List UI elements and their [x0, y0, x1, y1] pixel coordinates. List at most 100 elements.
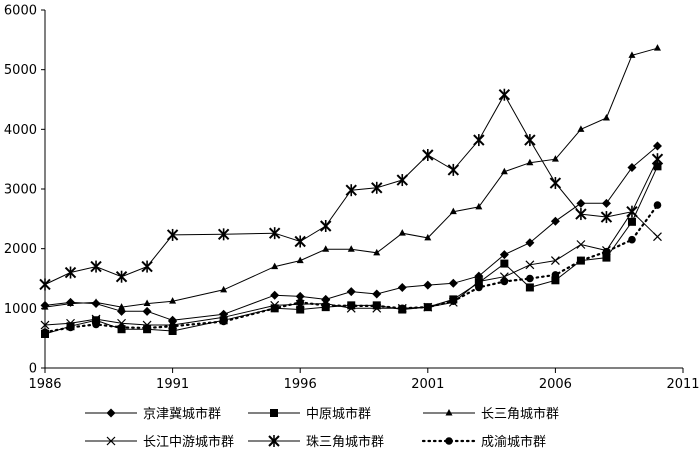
x-tick-label: 2006 — [539, 377, 572, 392]
data-point — [577, 256, 585, 265]
data-point — [550, 216, 560, 226]
diamond-marker-shape — [106, 408, 116, 418]
triangle-marker-shape — [602, 113, 610, 121]
data-point — [39, 278, 51, 291]
data-point — [295, 291, 305, 301]
triangle-marker-shape — [628, 51, 636, 58]
legend-marker — [445, 437, 453, 445]
data-point — [347, 245, 355, 252]
x-marker-stroke — [106, 436, 116, 446]
data-point — [372, 289, 382, 299]
data-point — [475, 283, 483, 292]
square-marker-shape — [500, 259, 509, 268]
data-point — [92, 320, 100, 329]
x-tick-label: 1986 — [28, 377, 61, 392]
legend-label: 京津冀城市群 — [143, 406, 221, 422]
legend-marker — [106, 436, 116, 446]
legend-label: 成渝城市群 — [481, 434, 546, 450]
data-point — [602, 247, 611, 256]
data-point — [448, 278, 458, 288]
data-point — [294, 235, 306, 248]
data-point — [371, 181, 383, 194]
data-point — [600, 211, 613, 224]
legend-marker — [445, 409, 453, 416]
data-point — [577, 125, 585, 132]
data-point — [217, 228, 230, 241]
data-point — [168, 322, 177, 331]
triangle-marker-shape — [551, 155, 559, 162]
circle-marker-shape — [398, 304, 407, 313]
data-point — [66, 323, 75, 332]
data-point — [372, 302, 381, 310]
triangle-marker-shape — [67, 299, 75, 307]
data-point — [92, 298, 100, 305]
square-marker-shape — [653, 162, 662, 171]
series-line — [44, 47, 658, 308]
data-point — [526, 274, 534, 283]
diamond-marker-shape — [652, 141, 662, 151]
data-point — [270, 290, 280, 300]
data-point — [397, 282, 407, 292]
data-point — [64, 266, 77, 279]
square-marker-shape — [270, 409, 278, 417]
circle-marker-shape — [296, 298, 305, 307]
circle-marker-shape — [372, 302, 381, 310]
data-point — [627, 163, 637, 173]
data-point — [525, 260, 535, 270]
legend-marker — [106, 408, 116, 418]
x-marker-stroke — [40, 320, 50, 330]
series-3 — [41, 44, 661, 310]
y-tick-label: 5000 — [4, 63, 37, 78]
x-tick-label: 2001 — [411, 377, 444, 392]
data-point — [473, 134, 485, 147]
circle-marker-shape — [143, 324, 151, 332]
triangle-marker-shape — [220, 285, 228, 293]
data-point — [424, 303, 432, 311]
diamond-marker-shape — [525, 238, 535, 248]
data-point — [268, 227, 281, 240]
square-marker-shape — [551, 276, 560, 285]
legend-item: 长三角城市群 — [423, 406, 559, 422]
triangle-marker-shape — [296, 256, 304, 264]
data-point — [346, 287, 356, 297]
x-marker-stroke — [474, 277, 484, 286]
data-point — [602, 253, 611, 262]
y-axis: 0 1000 2000 3000 4000 5000 6000 — [4, 4, 46, 377]
data-point — [168, 327, 177, 336]
data-point — [474, 271, 484, 281]
circle-marker-shape — [628, 235, 636, 244]
circle-marker-shape — [66, 323, 75, 332]
triangle-marker-shape — [118, 303, 126, 310]
square-marker-shape — [296, 305, 305, 314]
triangle-marker-shape — [373, 248, 381, 256]
diamond-marker-shape — [397, 282, 407, 292]
data-point — [345, 184, 357, 197]
circle-marker-shape — [500, 277, 509, 286]
data-point — [525, 283, 534, 292]
data-point — [652, 141, 662, 151]
circle-marker-shape — [475, 283, 483, 292]
series-1 — [40, 141, 662, 325]
circle-marker-shape — [424, 303, 432, 311]
legend-label: 长三角城市群 — [481, 406, 559, 422]
circle-marker-shape — [653, 201, 662, 209]
x-tick-label: 2011 — [666, 377, 699, 392]
triangle-marker-shape — [526, 158, 534, 166]
diamond-marker-shape — [423, 280, 433, 290]
diamond-marker-shape — [576, 198, 586, 208]
data-point — [602, 113, 610, 121]
circle-marker-shape — [445, 437, 453, 445]
data-point — [322, 245, 330, 252]
circle-marker-shape — [219, 317, 228, 326]
circle-marker-shape — [41, 328, 49, 337]
data-point — [90, 260, 102, 273]
square-marker-shape — [92, 316, 101, 325]
triangle-marker-shape — [398, 229, 406, 236]
data-point — [41, 328, 49, 337]
data-point — [321, 301, 330, 310]
data-point — [653, 162, 662, 171]
legend-item: 成渝城市群 — [421, 434, 546, 450]
data-point — [270, 304, 279, 313]
diamond-marker-shape — [295, 291, 305, 301]
